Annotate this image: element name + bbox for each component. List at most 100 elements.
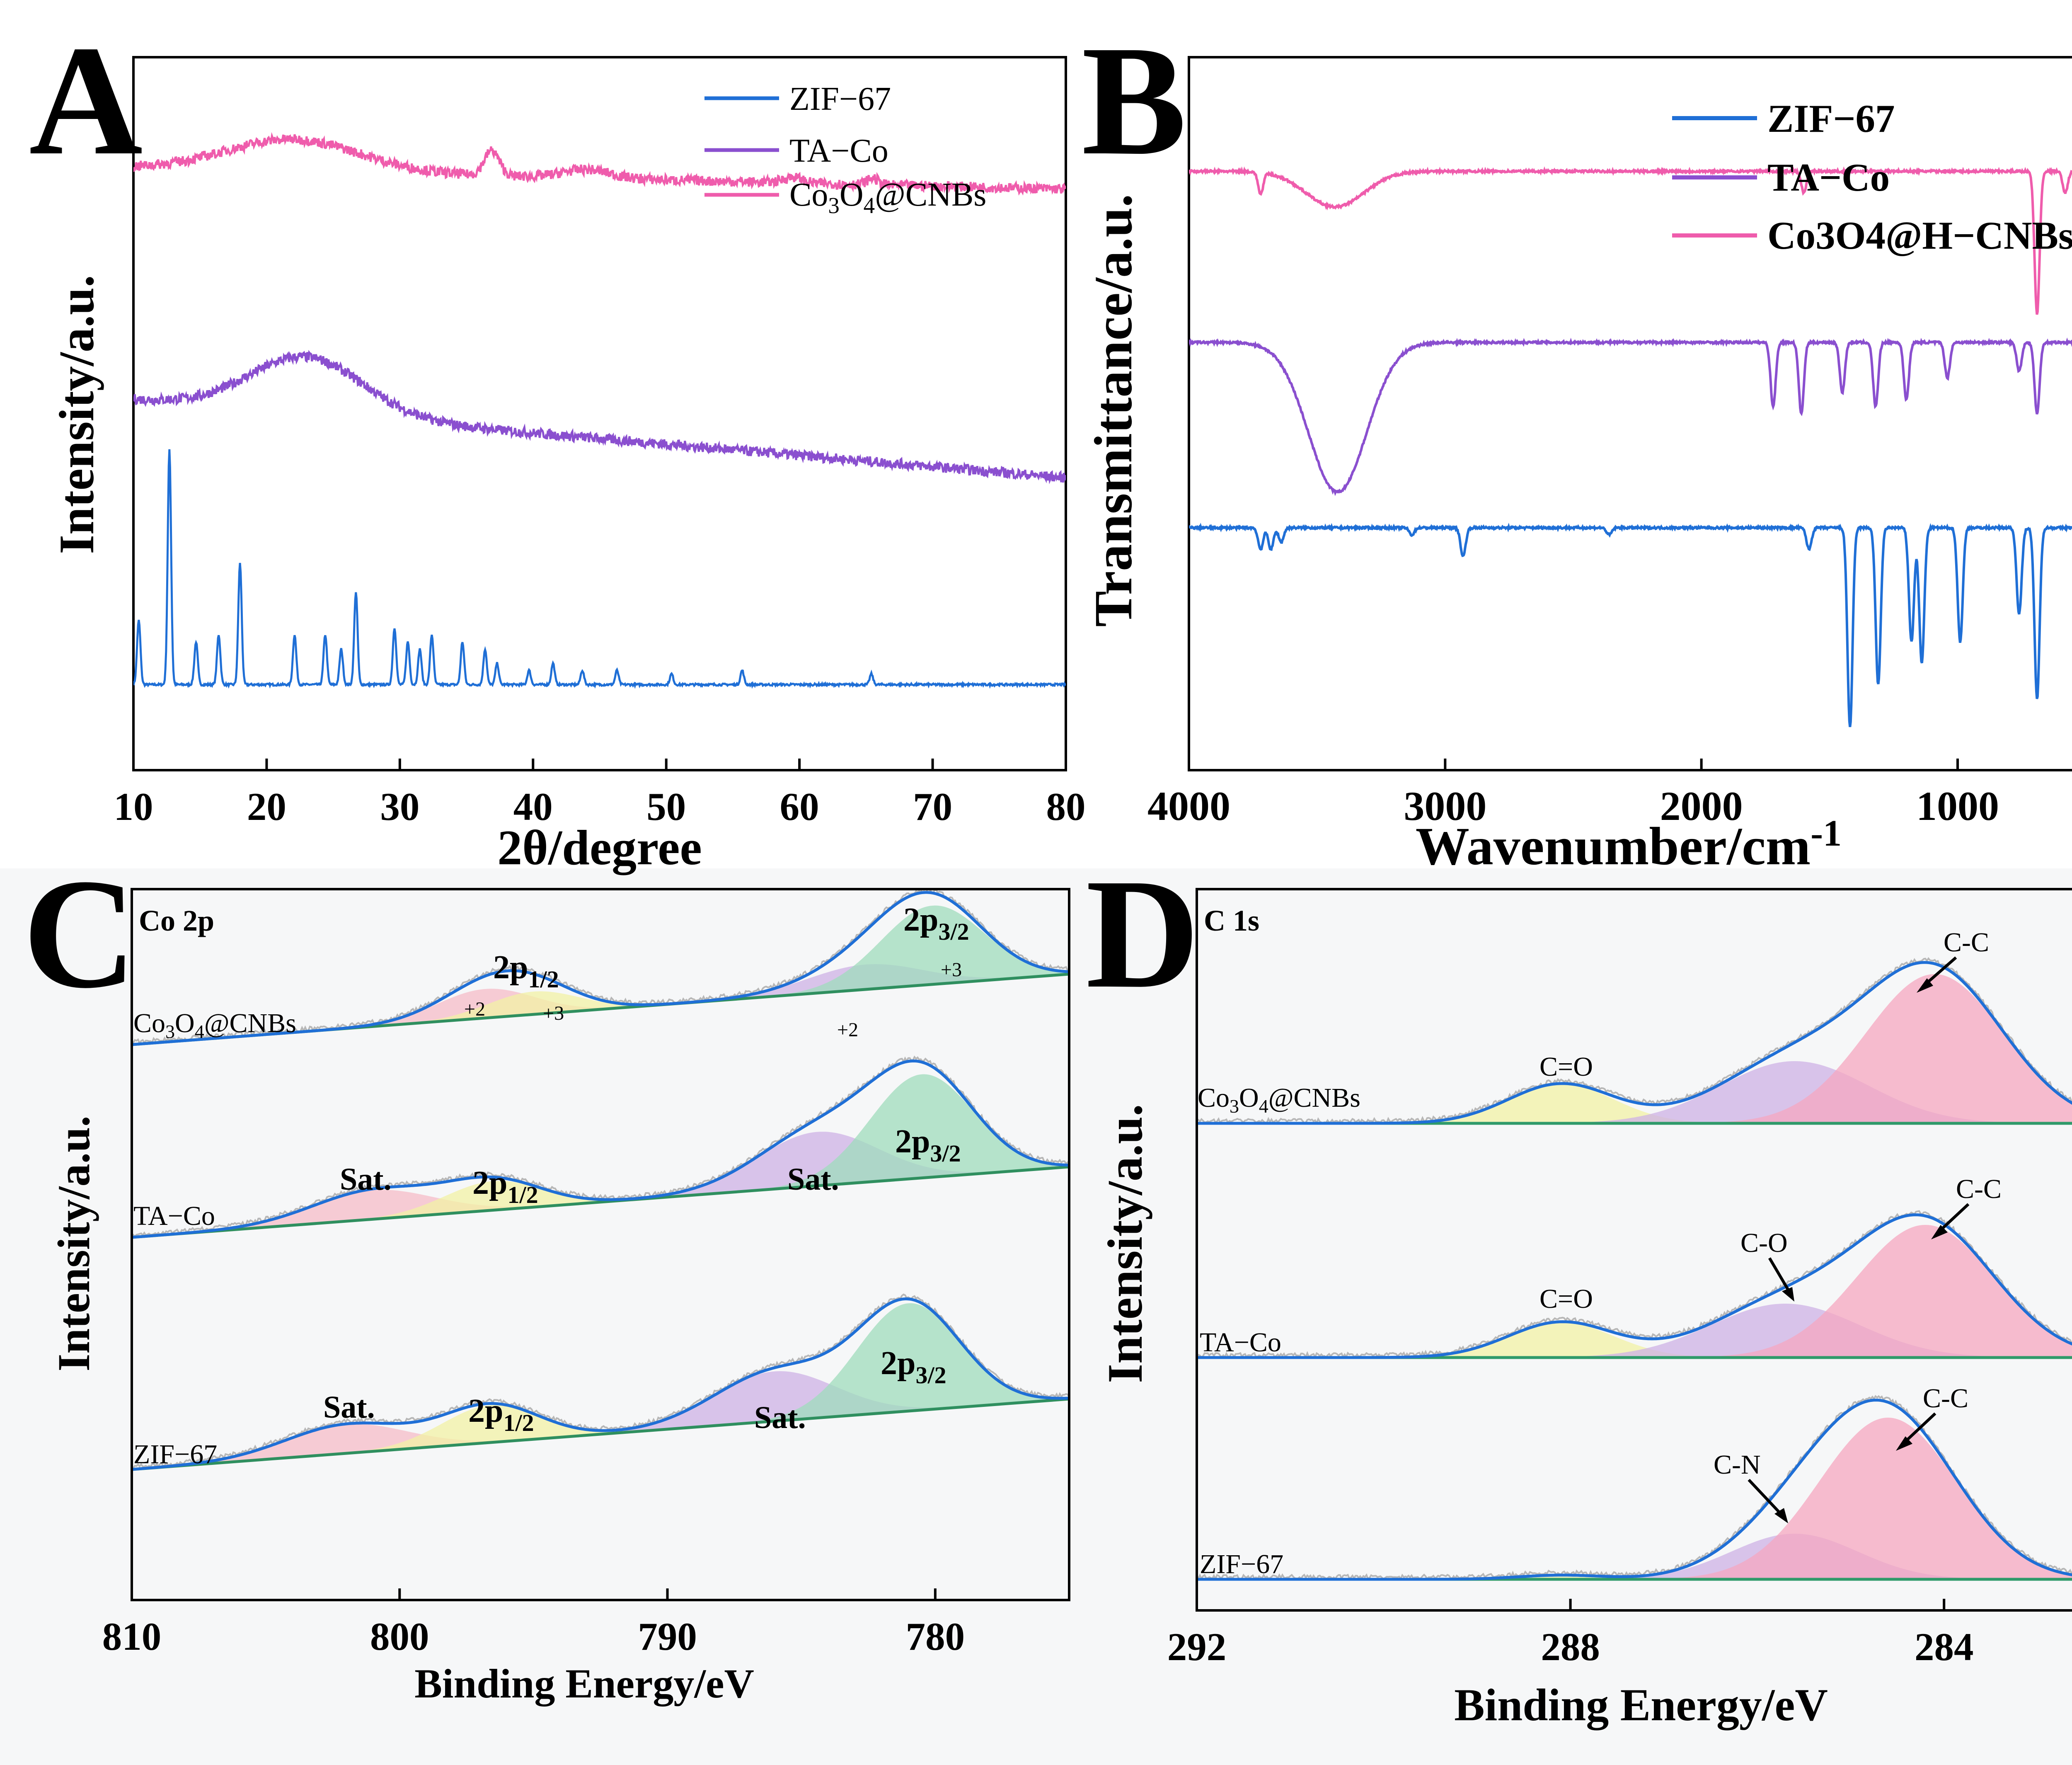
panel-c-label-2p32-zif: 2p3/2 — [881, 1345, 946, 1389]
panel-c-label-2p12-top: 2p1/2 — [493, 949, 559, 993]
panel-d: 292 288 284 D C 1s Binding Energy/eV Inten… — [1086, 846, 2072, 1730]
panel-c-sample-zif67: ZIF−67 — [133, 1439, 217, 1469]
x-tick-label: 2000 — [1660, 783, 1743, 829]
background-line — [132, 1397, 1069, 1471]
x-tick-label: 60 — [780, 785, 819, 829]
legend-b-zif67: ZIF−67 — [1767, 97, 1895, 141]
panel-c-y-label: Intensity/a.u. — [48, 1115, 99, 1371]
panel-a-x-ticks: 10 20 30 40 50 60 70 80 — [114, 759, 1086, 829]
x-tick-label: 80 — [1046, 785, 1086, 829]
panel-a-legend: ZIF−67 TA−Co Co3O4@CNBs — [704, 81, 986, 218]
panel-c-frame — [131, 888, 1070, 1601]
x-tick-label: 780 — [906, 1615, 965, 1658]
panel-d-x-label: Binding Energy/eV — [1454, 1680, 1828, 1730]
x-tick-label: 20 — [247, 785, 286, 829]
panel-b: 4000 3000 2000 1000 B Wavenumber/cm-1 Trans… — [1082, 13, 2072, 876]
x-tick-label: 292 — [1167, 1625, 1227, 1669]
panel-d-title: C 1s — [1204, 904, 1259, 937]
panel-d-sample-taco: TA−Co — [1200, 1327, 1281, 1358]
envelope-line — [132, 1059, 1069, 1239]
panel-d-arrowhead-c-n — [1774, 1508, 1788, 1523]
background-line — [132, 1165, 1069, 1239]
panel-c-series — [132, 889, 1069, 1471]
legend-a-zif67: ZIF−67 — [789, 81, 891, 117]
component-fill — [132, 905, 1069, 1045]
component-fill — [132, 1132, 1069, 1237]
panel-c-sample-taco: TA−Co — [133, 1201, 215, 1231]
panel-d-arrowhead-cc-bottom — [1896, 1436, 1912, 1451]
panel-letter-b: B — [1082, 13, 1186, 188]
component-fill — [1197, 1084, 2072, 1123]
component-fill — [1197, 974, 2072, 1123]
x-tick-label: 50 — [646, 785, 686, 829]
panel-b-frame — [1188, 56, 2072, 771]
panel-d-sample-co3o4: Co3O4@CNBs — [1198, 1083, 1360, 1117]
envelope-line — [132, 1297, 1069, 1471]
component-fill — [1197, 1418, 2072, 1579]
panel-c-label-sat-zif-2: Sat. — [754, 1400, 806, 1435]
legend-b-taco: TA−Co — [1767, 155, 1890, 199]
panel-d-frame — [1196, 888, 2072, 1612]
panel-c-label-sat-zif-1: Sat. — [323, 1390, 375, 1425]
x-tick-label: 10 — [114, 785, 153, 829]
series-line-2 — [1189, 166, 2072, 315]
x-tick-label: 810 — [102, 1615, 162, 1658]
x-tick-label: 70 — [913, 785, 952, 829]
series-line-0 — [1189, 522, 2072, 727]
panel-d-label-cc-bottom: C-C — [1923, 1383, 1968, 1413]
panel-b-legend: ZIF−67 TA−Co Co3O4@H−CNBs — [1672, 97, 2072, 257]
legend-a-co3o4: Co3O4@CNBs — [789, 177, 986, 218]
raw-data-line — [1197, 957, 2072, 1125]
panel-c-label-2p32-top: 2p3/2 — [903, 902, 969, 945]
panel-letter-a: A — [29, 13, 143, 188]
panel-c-label-plus3-b: +3 — [941, 959, 962, 981]
panel-d-y-label: Intensity/a.u. — [1097, 1104, 1152, 1383]
x-tick-label: 40 — [513, 785, 553, 829]
panel-d-arrow-c-o — [1768, 1257, 1792, 1294]
panel-d-label-cc-top: C-C — [1944, 927, 1989, 958]
x-tick-label: 3000 — [1404, 783, 1486, 829]
panel-d-arrowhead-cc-mid — [1931, 1225, 1948, 1239]
panel-a-x-label: 2θ/degree — [497, 820, 702, 875]
panel-c-label-2p12-zif: 2p1/2 — [468, 1393, 534, 1436]
panel-d-label-co-mid: C=O — [1539, 1284, 1593, 1314]
panel-c-label-sat-taco-2: Sat. — [787, 1162, 839, 1197]
legend-b-co3o4: Co3O4@H−CNBs — [1767, 213, 2072, 257]
envelope-line — [1197, 1213, 2072, 1359]
panel-a-y-label: Intensity/a.u. — [49, 275, 104, 554]
panel-b-y-label: Transmittance/a.u. — [1084, 194, 1143, 627]
panel-c-label-plus2-a: +2 — [464, 998, 485, 1020]
x-tick-label: 284 — [1915, 1625, 1974, 1669]
panel-letter-c: C — [23, 846, 136, 1021]
x-tick-label: 1000 — [1916, 783, 1999, 829]
panel-c-label-plus3-a: +3 — [543, 1002, 564, 1024]
envelope-line — [1197, 1399, 2072, 1581]
component-fill — [132, 1074, 1069, 1237]
series-line-1 — [1189, 337, 2072, 496]
envelope-line — [1197, 961, 2072, 1125]
panel-d-arrowhead-c-o — [1782, 1287, 1794, 1302]
x-tick-label: 790 — [638, 1615, 697, 1658]
panel-letter-d: D — [1086, 846, 1199, 1021]
panel-c-x-label: Binding Energy/eV — [414, 1661, 754, 1707]
panel-c-label-2p12-taco: 2p1/2 — [472, 1165, 538, 1208]
panel-d-label-c-o: C-O — [1740, 1228, 1788, 1258]
x-tick-label: 4000 — [1147, 783, 1230, 829]
panel-c-label-sat-taco-1: Sat. — [340, 1162, 392, 1197]
x-tick-label: 288 — [1541, 1625, 1600, 1669]
panel-b-series — [1189, 166, 2072, 727]
envelope-line — [132, 891, 1069, 1046]
panel-c-label-2p32-taco: 2p3/2 — [895, 1123, 961, 1167]
component-fill — [132, 1303, 1069, 1469]
panel-b-x-ticks: 4000 3000 2000 1000 — [1147, 759, 1999, 829]
component-fill — [1197, 1322, 2072, 1358]
panel-c-label-plus2-b: +2 — [837, 1019, 858, 1041]
panel-c-sample-co3o4: Co3O4@CNBs — [133, 1008, 296, 1042]
panel-d-arrowhead-cc-top — [1917, 978, 1933, 993]
panel-a-frame — [132, 56, 1067, 771]
panel-c-x-ticks: 810 800 790 780 — [102, 1588, 965, 1658]
x-tick-label: 30 — [380, 785, 419, 829]
x-tick-label: 800 — [370, 1615, 429, 1658]
legend-a-taco: TA−Co — [789, 133, 888, 169]
